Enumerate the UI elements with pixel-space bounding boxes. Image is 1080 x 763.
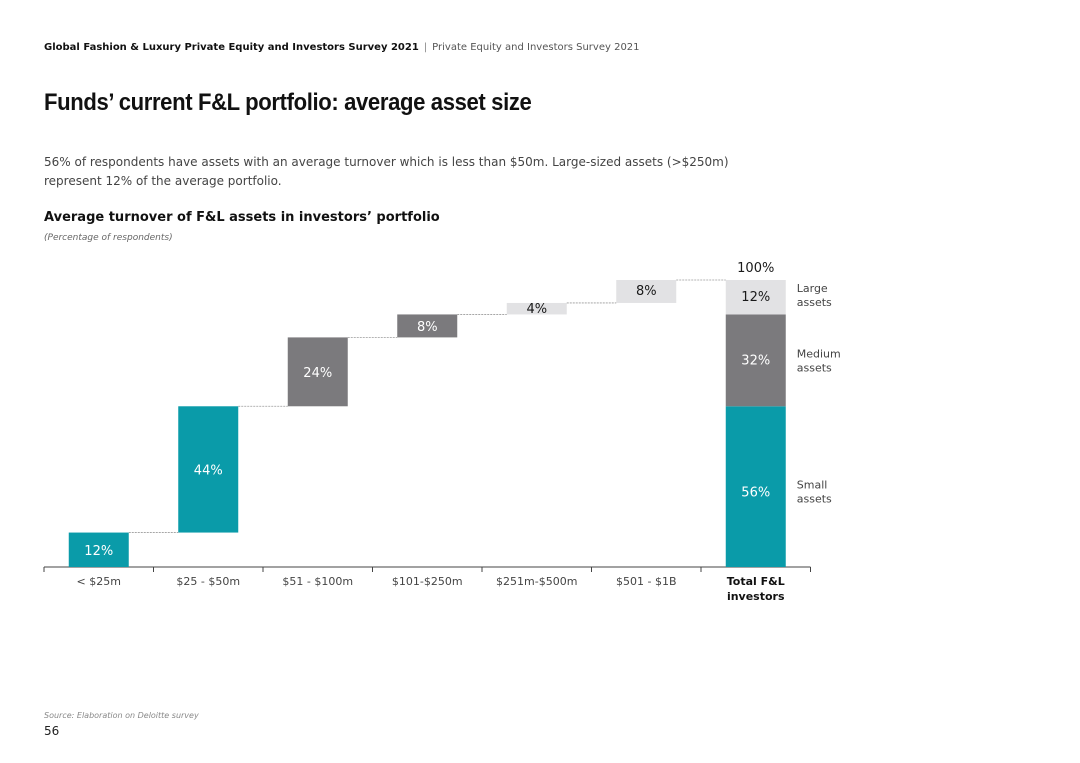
report-header: Global Fashion & Luxury Private Equity a…: [44, 42, 640, 53]
data-label: 12%: [84, 544, 113, 559]
segment-legend-label: Small: [797, 478, 828, 491]
data-label: 8%: [417, 320, 438, 335]
report-title: Global Fashion & Luxury Private Equity a…: [44, 42, 419, 53]
intro-text: 56% of respondents have assets with an a…: [44, 155, 729, 188]
waterfall-bar: [178, 406, 239, 533]
total-stack-segment: [725, 406, 786, 567]
x-tick-label: $251m-$500m: [496, 575, 577, 588]
waterfall-bar: [287, 337, 348, 407]
segment-legend-label: assets: [797, 296, 832, 309]
total-segment-label: 56%: [741, 485, 770, 500]
report-subtitle: Private Equity and Investors Survey 2021: [432, 42, 640, 53]
total-segment-label: 32%: [741, 353, 770, 368]
segment-legend-label: Large: [797, 282, 828, 295]
total-label: 100%: [737, 261, 774, 276]
segment-legend-label: assets: [797, 492, 832, 505]
header-separator: |: [423, 42, 428, 53]
data-label: 44%: [194, 463, 223, 478]
x-tick-label-total: Total F&L: [727, 575, 785, 588]
segment-legend-label: assets: [797, 361, 832, 374]
page-number: 56: [44, 724, 60, 738]
total-segment-label: 12%: [741, 290, 770, 305]
chart-title: Average turnover of F&L assets in invest…: [44, 210, 440, 225]
x-tick-label: < $25m: [77, 575, 121, 588]
waterfall-bar: [506, 302, 567, 315]
x-tick-label: $501 - $1B: [616, 575, 677, 588]
x-tick-label: $51 - $100m: [282, 575, 353, 588]
x-tick-label: $25 - $50m: [176, 575, 240, 588]
total-stack-segment: [725, 280, 786, 315]
waterfall-bar: [616, 280, 677, 303]
data-label: 4%: [526, 302, 547, 317]
page-title: Funds’ current F&L portfolio: average as…: [44, 89, 532, 116]
waterfall-bar: [397, 314, 458, 338]
total-stack-segment: [725, 314, 786, 407]
waterfall-bar: [68, 532, 129, 567]
data-label: 24%: [303, 366, 332, 381]
x-tick-label: $101-$250m: [392, 575, 463, 588]
chart-subtitle: (Percentage of respondents): [44, 233, 173, 243]
x-tick-label-total: investors: [727, 590, 785, 603]
data-label: 8%: [636, 284, 657, 299]
segment-legend-label: Medium: [797, 347, 841, 360]
source-note: Source: Elaboration on Deloitte survey: [44, 711, 199, 720]
